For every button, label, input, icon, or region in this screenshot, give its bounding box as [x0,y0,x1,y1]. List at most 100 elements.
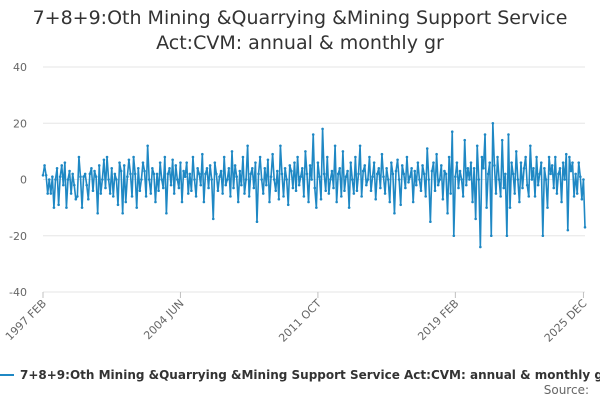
data-point[interactable] [257,172,260,176]
data-point[interactable] [229,195,232,198]
data-point[interactable] [180,200,184,204]
data-point[interactable] [479,245,482,249]
data-point[interactable] [230,150,234,153]
data-point[interactable] [372,161,376,164]
data-point[interactable] [330,169,334,173]
data-point[interactable] [455,161,459,164]
data-point[interactable] [333,144,337,148]
data-point[interactable] [485,206,488,209]
data-point[interactable] [469,161,473,164]
data-point[interactable] [283,166,287,170]
data-point[interactable] [304,150,307,153]
data-point[interactable] [489,234,493,238]
data-point[interactable] [541,234,545,238]
data-point[interactable] [505,234,509,238]
data-point[interactable] [552,186,556,190]
data-point[interactable] [194,195,198,198]
data-point[interactable] [240,183,243,187]
data-point[interactable] [480,155,484,159]
data-point[interactable] [107,178,110,181]
data-point[interactable] [399,203,402,207]
data-point[interactable] [365,183,368,187]
data-point[interactable] [438,178,442,181]
data-point[interactable] [247,195,251,198]
data-point[interactable] [282,195,285,198]
data-point[interactable] [513,192,517,195]
data-point[interactable] [186,192,190,195]
data-point[interactable] [66,178,70,181]
data-point[interactable] [263,166,267,170]
data-point[interactable] [474,217,477,221]
data-point[interactable] [233,164,237,167]
data-point[interactable] [491,121,495,125]
data-point[interactable] [349,161,353,164]
data-point[interactable] [108,192,112,195]
data-point[interactable] [118,161,121,164]
data-point[interactable] [336,172,340,176]
data-point[interactable] [105,155,109,159]
data-point[interactable] [129,172,132,176]
data-point[interactable] [163,155,167,159]
data-point[interactable] [504,172,507,176]
data-point[interactable] [519,161,523,164]
data-point[interactable] [315,206,318,209]
data-point[interactable] [111,195,115,198]
data-point[interactable] [366,178,370,181]
data-point[interactable] [207,186,210,190]
data-point[interactable] [124,200,128,204]
data-point[interactable] [204,172,207,176]
data-point[interactable] [94,175,98,178]
data-point[interactable] [300,166,304,170]
data-point[interactable] [91,189,95,193]
data-point[interactable] [415,183,418,187]
data-point[interactable] [577,161,581,164]
data-point[interactable] [360,195,363,198]
data-point[interactable] [149,192,153,195]
data-point[interactable] [418,178,421,181]
data-point[interactable] [433,189,437,193]
data-point[interactable] [249,172,253,176]
data-point[interactable] [60,164,64,167]
data-point[interactable] [530,178,534,181]
series-line[interactable] [42,122,586,248]
data-point[interactable] [319,197,323,201]
data-point[interactable] [419,189,423,193]
data-point[interactable] [76,195,79,198]
data-point[interactable] [368,155,371,159]
data-point[interactable] [208,164,212,167]
data-point[interactable] [294,189,298,193]
data-point[interactable] [572,195,576,198]
data-point[interactable] [132,155,135,159]
data-point[interactable] [416,161,420,164]
data-point[interactable] [508,206,512,209]
data-point[interactable] [119,169,123,173]
data-point[interactable] [430,169,434,173]
data-point[interactable] [575,192,579,195]
data-point[interactable] [251,166,254,170]
data-point[interactable] [71,172,74,176]
data-point[interactable] [260,178,263,181]
data-point[interactable] [115,178,118,181]
data-point[interactable] [494,192,498,195]
data-point[interactable] [224,183,228,187]
data-point[interactable] [447,155,451,159]
data-point[interactable] [555,192,559,195]
data-point[interactable] [543,166,546,170]
data-point[interactable] [454,175,457,178]
data-point[interactable] [400,164,404,167]
data-point[interactable] [408,175,412,178]
data-point[interactable] [352,192,356,195]
data-point[interactable] [583,226,587,229]
data-point[interactable] [168,166,171,170]
data-point[interactable] [325,155,329,159]
data-point[interactable] [340,195,343,198]
data-point[interactable] [55,166,59,170]
data-point[interactable] [358,144,362,148]
data-point[interactable] [193,178,196,181]
data-point[interactable] [85,183,89,187]
data-point[interactable] [290,169,293,173]
data-point[interactable] [235,175,238,178]
data-point[interactable] [272,178,276,181]
data-point[interactable] [47,178,51,181]
data-point[interactable] [130,195,134,198]
